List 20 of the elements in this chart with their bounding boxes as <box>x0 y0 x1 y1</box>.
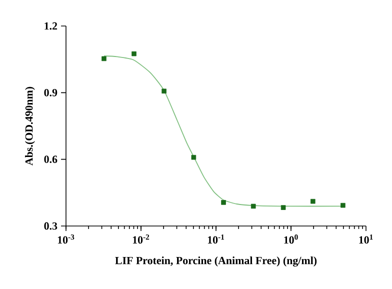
point <box>191 154 196 160</box>
point <box>102 56 106 62</box>
x-tick-label: 10$^{-3}$ <box>58 234 74 244</box>
point <box>132 51 136 56</box>
point <box>310 198 316 204</box>
point <box>250 204 256 209</box>
y-axis-title: Abs.(OD.490nm) <box>25 86 35 166</box>
y-tick-label: 1.2 <box>44 22 58 30</box>
point <box>340 202 346 208</box>
x-tick-label: 10$^{0}$ <box>284 234 298 244</box>
x-axis-title: LIF Protein, Porcine (Animal Free) (ng/ml) <box>115 256 317 267</box>
y-tick-label: 0.6 <box>44 156 58 164</box>
x-tick-label: 10$^{-1}$ <box>208 234 224 244</box>
y-tick-label: 0.3 <box>44 222 58 230</box>
point <box>162 88 166 94</box>
point <box>221 200 226 205</box>
x-tick-label: 10$^{-2}$ <box>132 234 150 244</box>
x-tick-label: 10$^{1}$ <box>359 234 373 244</box>
point <box>280 205 286 210</box>
y-tick-label: 0.9 <box>44 88 58 96</box>
